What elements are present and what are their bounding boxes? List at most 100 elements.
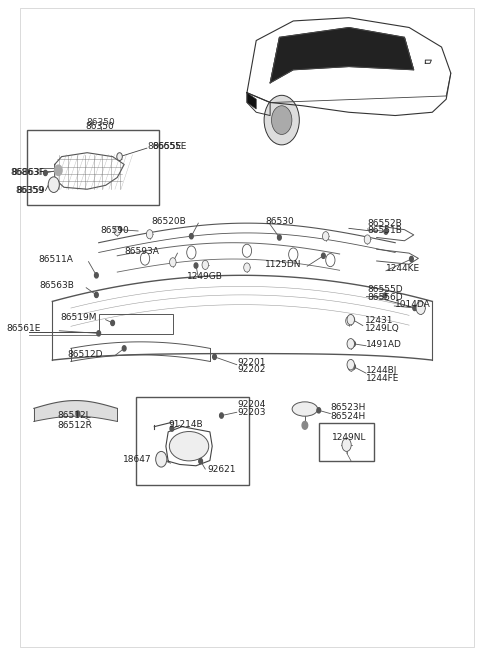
Circle shape: [159, 457, 163, 462]
Text: 86863F: 86863F: [12, 168, 46, 178]
Text: 86593A: 86593A: [124, 247, 159, 255]
Circle shape: [384, 229, 388, 234]
Circle shape: [97, 331, 100, 336]
Text: 1014DA: 1014DA: [395, 300, 431, 309]
Text: 86555D: 86555D: [367, 285, 403, 294]
Circle shape: [76, 411, 80, 416]
Text: 86563B: 86563B: [40, 281, 74, 290]
Text: 91214B: 91214B: [168, 420, 203, 428]
Circle shape: [347, 314, 354, 325]
Circle shape: [348, 362, 354, 371]
Text: 86520B: 86520B: [151, 217, 186, 226]
Text: 1491AD: 1491AD: [366, 340, 402, 349]
Circle shape: [118, 227, 121, 233]
Circle shape: [413, 305, 417, 310]
Text: 86655E: 86655E: [152, 141, 186, 151]
Circle shape: [352, 341, 355, 346]
Circle shape: [317, 407, 321, 413]
Circle shape: [156, 451, 167, 467]
Text: 1244FE: 1244FE: [366, 374, 399, 383]
Bar: [136, 398, 249, 485]
Circle shape: [199, 458, 203, 464]
Text: 86350: 86350: [86, 122, 114, 131]
Circle shape: [347, 339, 354, 349]
Text: 86556D: 86556D: [367, 293, 403, 302]
Circle shape: [202, 260, 208, 269]
Circle shape: [351, 317, 354, 322]
Text: 92203: 92203: [238, 408, 266, 417]
Text: 86552B: 86552B: [367, 219, 402, 228]
Text: 86512L: 86512L: [57, 411, 91, 420]
Circle shape: [95, 292, 98, 297]
Text: 86350: 86350: [87, 118, 115, 126]
Circle shape: [322, 253, 325, 258]
Bar: [27, 130, 159, 205]
Circle shape: [170, 426, 174, 431]
Circle shape: [277, 235, 281, 240]
Text: 1244BJ: 1244BJ: [366, 366, 397, 375]
Text: 86359: 86359: [15, 186, 44, 195]
Text: 86519M: 86519M: [60, 313, 96, 322]
Circle shape: [44, 170, 47, 176]
Circle shape: [95, 272, 98, 278]
Circle shape: [348, 339, 354, 348]
Circle shape: [146, 230, 153, 239]
Text: 92204: 92204: [238, 400, 266, 409]
Circle shape: [117, 153, 122, 160]
Circle shape: [194, 263, 198, 268]
Circle shape: [346, 316, 352, 326]
Circle shape: [114, 227, 120, 236]
Circle shape: [171, 259, 175, 265]
Text: 1125DN: 1125DN: [265, 261, 301, 269]
Polygon shape: [247, 93, 256, 109]
Text: 1249LQ: 1249LQ: [365, 324, 400, 333]
Text: 1249GB: 1249GB: [187, 272, 223, 281]
Circle shape: [383, 293, 387, 298]
Text: 1249NL: 1249NL: [332, 432, 366, 441]
Text: 12431: 12431: [365, 316, 394, 326]
Text: 86590: 86590: [100, 227, 129, 235]
Circle shape: [264, 96, 300, 145]
Text: 92621: 92621: [207, 464, 236, 474]
Circle shape: [272, 105, 292, 134]
Text: 86655E: 86655E: [147, 141, 182, 151]
Text: 86863F: 86863F: [10, 168, 44, 177]
Text: 86511A: 86511A: [38, 255, 73, 263]
Text: 86512R: 86512R: [57, 421, 92, 430]
Bar: [319, 423, 374, 461]
Circle shape: [347, 360, 354, 370]
Circle shape: [169, 257, 176, 267]
Circle shape: [55, 165, 62, 176]
Circle shape: [190, 234, 193, 239]
Text: 86524H: 86524H: [330, 413, 366, 421]
Circle shape: [364, 235, 371, 244]
Circle shape: [244, 263, 250, 272]
Ellipse shape: [169, 432, 209, 461]
Circle shape: [140, 252, 150, 265]
Circle shape: [326, 253, 335, 267]
Text: 92201: 92201: [238, 358, 266, 367]
Text: 86523H: 86523H: [330, 403, 366, 411]
Circle shape: [48, 177, 60, 193]
Polygon shape: [34, 401, 117, 421]
Circle shape: [302, 421, 308, 429]
Circle shape: [323, 232, 329, 241]
Circle shape: [409, 256, 413, 261]
Circle shape: [352, 364, 355, 369]
Text: 86561E: 86561E: [6, 324, 41, 333]
Circle shape: [187, 246, 196, 259]
Circle shape: [213, 354, 216, 360]
Text: 86551B: 86551B: [367, 227, 402, 235]
Circle shape: [242, 244, 252, 257]
Circle shape: [111, 320, 114, 326]
Text: 86359: 86359: [17, 186, 46, 195]
Polygon shape: [270, 28, 414, 83]
Text: 18647: 18647: [123, 455, 152, 464]
Text: 86512D: 86512D: [68, 350, 103, 359]
Text: 86530: 86530: [265, 217, 294, 226]
Circle shape: [122, 346, 126, 351]
Circle shape: [288, 248, 298, 261]
Text: 92202: 92202: [238, 365, 266, 375]
Bar: [99, 314, 173, 334]
Circle shape: [342, 438, 351, 451]
